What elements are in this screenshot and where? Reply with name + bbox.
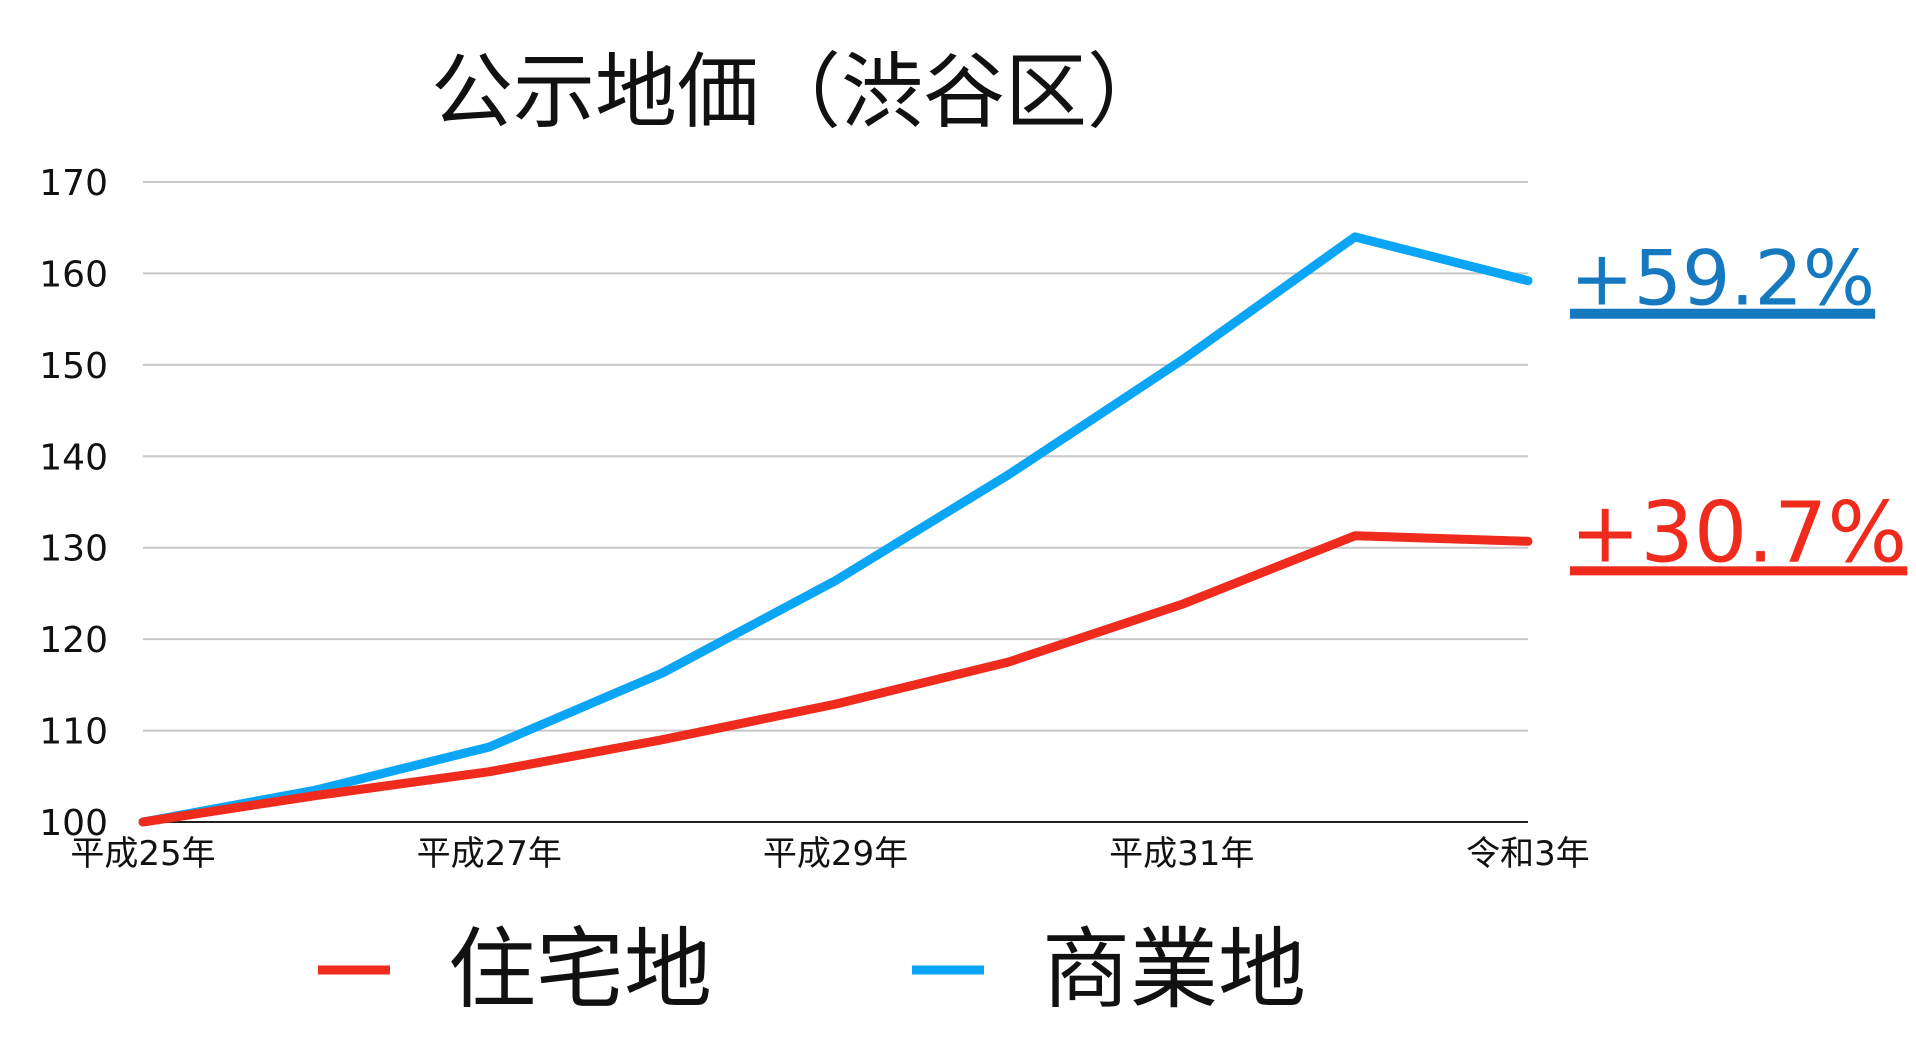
y-tick-label: 170 — [39, 163, 108, 204]
x-tick-label: 平成27年 — [417, 834, 562, 874]
series-annotation: +30.7% — [1570, 483, 1907, 581]
x-tick-label: 平成25年 — [70, 834, 215, 874]
grid-layer — [143, 181, 1528, 823]
y-axis-ticks: 100 110 120 130 140 150 160 170 — [39, 163, 108, 844]
y-tick-label: 100 — [39, 803, 108, 844]
y-tick-label: 110 — [39, 712, 108, 753]
legend-label: 商業地 — [1042, 918, 1306, 1021]
x-tick-label: 令和3年 — [1466, 834, 1590, 874]
x-axis-ticks: 平成25年 平成27年 平成29年 平成31年 令和3年 — [70, 834, 1589, 874]
x-tick-label: 平成31年 — [1109, 834, 1254, 874]
y-tick-label: 160 — [39, 254, 108, 295]
annotation-layer: +30.7% +59.2% — [1570, 234, 1908, 581]
series-line-0 — [138, 531, 1533, 827]
series-line-1 — [138, 232, 1533, 827]
y-tick-label: 120 — [39, 620, 108, 661]
legend-label: 住宅地 — [448, 918, 712, 1021]
y-tick-label: 130 — [39, 529, 108, 570]
x-tick-label: 平成29年 — [763, 834, 908, 874]
y-tick-label: 140 — [39, 437, 108, 478]
series-annotation: +59.2% — [1570, 234, 1875, 323]
y-tick-label: 150 — [39, 346, 108, 387]
legend: 住宅地 商業地 — [318, 918, 1306, 1021]
chart-title: 公示地価（渋谷区） — [431, 45, 1169, 140]
series-layer — [138, 232, 1533, 827]
